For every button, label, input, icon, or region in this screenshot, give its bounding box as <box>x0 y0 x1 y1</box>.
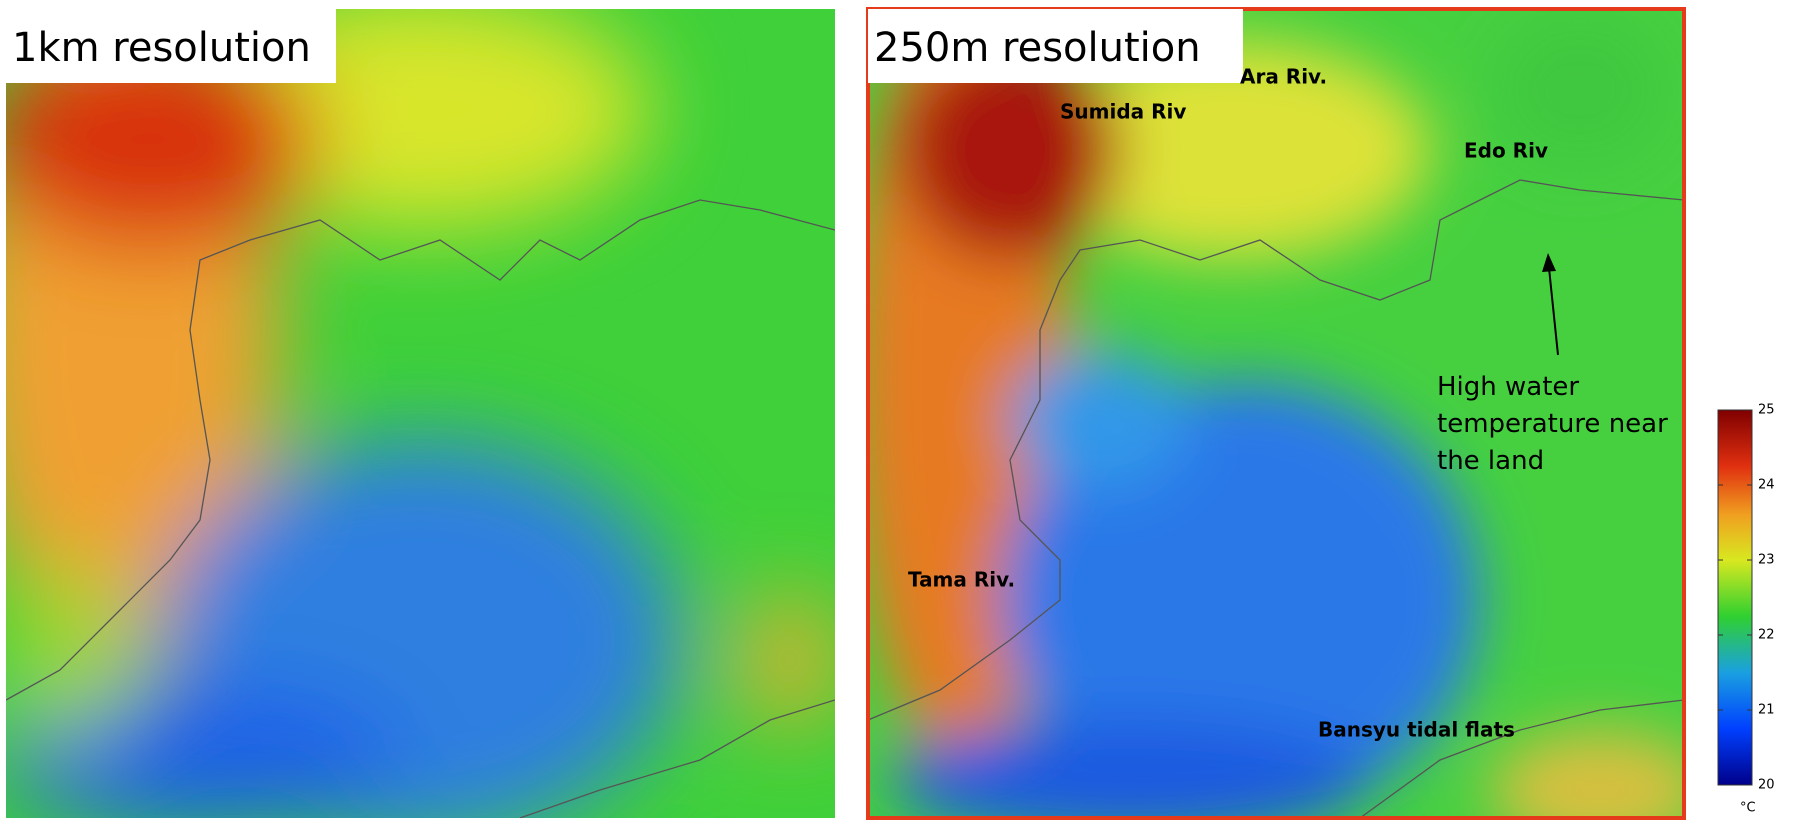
page: 1km resolution 250m resolution Ara Riv. … <box>0 0 1806 823</box>
map-1km <box>0 0 840 823</box>
colorbar-unit: °C <box>1740 801 1756 816</box>
river-label: Edo Riv <box>1464 139 1548 163</box>
colorbar-tick-label: 25 <box>1758 403 1775 418</box>
colorbar: °C 20 21 22 23 24 25 <box>1718 403 1775 816</box>
river-label: Tama Riv. <box>908 568 1015 592</box>
colorbar-tick-label: 21 <box>1758 703 1775 718</box>
river-label: Bansyu tidal flats <box>1318 718 1515 742</box>
colorbar-tick-label: 24 <box>1758 478 1775 493</box>
river-label: Ara Riv. <box>1240 65 1327 89</box>
colorbar-tick-label: 22 <box>1758 628 1775 643</box>
figure: 1km resolution 250m resolution Ara Riv. … <box>0 0 1806 823</box>
colorbar-scale <box>1718 410 1752 785</box>
colorbar-tick-label: 20 <box>1758 778 1775 793</box>
colorbar-tick-label: 23 <box>1758 553 1775 568</box>
panel-title: 1km resolution <box>12 25 311 71</box>
panel-title: 250m resolution <box>874 25 1201 71</box>
river-label: Sumida Riv <box>1060 100 1186 124</box>
